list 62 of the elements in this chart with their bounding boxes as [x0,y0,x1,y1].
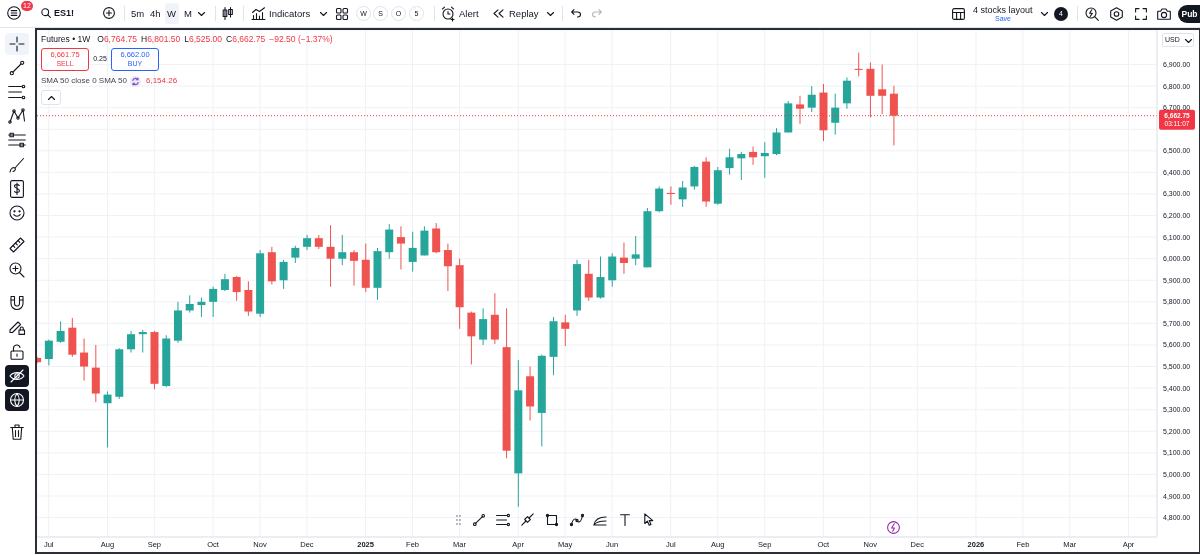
candlestick [596,256,605,300]
candlestick [443,243,452,292]
annotation: 6,764.75 [103,33,137,45]
text: 4 stocks layout [973,4,1033,16]
candlestick [690,165,699,191]
annotation: 6,525.00 [188,33,223,45]
candlestick [338,234,347,266]
annotation: 6,662.75 [232,33,266,45]
candlestick [831,93,840,136]
annotation: −92.50 (−1.37%) [269,33,333,45]
annotation: C [226,33,233,45]
text: M [184,7,192,20]
candlestick [385,223,394,260]
candlestick [678,180,687,208]
annotation: 6,154.26 [146,76,178,86]
text: W [167,7,176,20]
candlestick [209,286,218,318]
text: 5m [131,7,145,20]
candlestick [408,231,417,273]
annotation: O [97,33,104,45]
candlestick [561,314,570,347]
candlestick [56,320,65,344]
text: 4h [150,7,161,20]
candlestick [619,242,628,275]
candlestick [127,330,136,354]
candlestick [842,76,851,110]
candlestick [878,64,887,115]
candlestick [760,141,769,179]
candlestick [608,252,617,288]
candlestick [279,259,288,290]
text: Replay [509,7,539,20]
candlestick [350,249,359,287]
candlestick [244,280,253,317]
candlestick [655,185,664,213]
annotation: SMA 50 close 0 SMA 50 [41,76,127,86]
candlestick [796,95,805,125]
candlestick [326,224,335,288]
candlestick [467,311,476,365]
candlestick [479,307,488,346]
candlestick [584,259,593,302]
annotation: H [140,33,148,45]
candlestick [749,146,758,166]
candlestick [44,339,53,366]
candlestick [232,275,241,302]
text: ES1! [54,7,75,19]
candlestick [772,127,781,156]
annotation: L [184,33,189,45]
text: Indicators [269,7,311,20]
candlestick [807,85,816,113]
candlestick [725,148,734,176]
candlestick [396,225,405,270]
candlestick [197,297,206,318]
candlestick [80,338,89,382]
candlestick [432,222,441,254]
candlestick [631,235,640,266]
annotation: 6,801.50 [147,33,181,45]
candlestick [103,390,112,448]
text: Futures • 1W [41,33,91,45]
candlestick [889,85,898,146]
text: Alert [459,7,479,20]
candlestick [737,151,746,181]
candlestick [138,329,147,354]
